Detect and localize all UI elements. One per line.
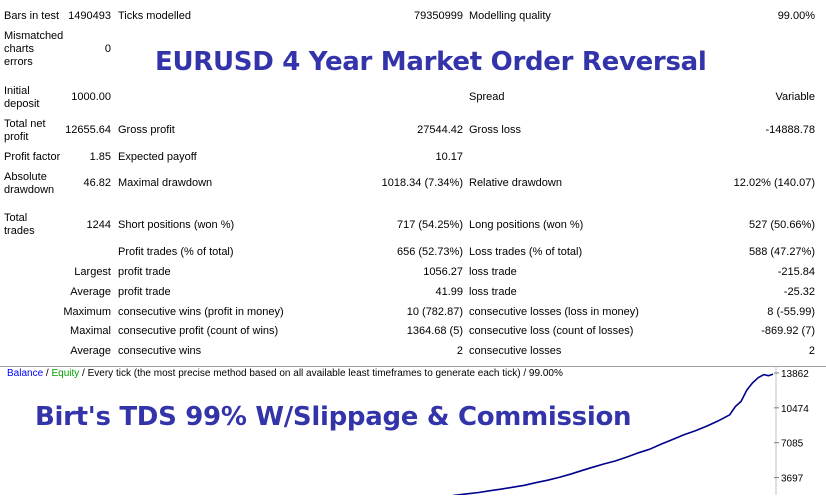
- ticks-modelled-label: Ticks modelled: [118, 10, 191, 22]
- largest-loss-trade-label: loss trade: [469, 266, 517, 278]
- modelling-quality-value: 99.00%: [777, 10, 815, 22]
- mismatched-value: 0: [104, 43, 111, 55]
- relative-drawdown-value: 12.02% (140.07): [733, 177, 815, 189]
- gross-profit-value: 27544.42: [417, 124, 463, 136]
- average-loss-trade-value: -25.32: [783, 286, 815, 298]
- profit-factor-label: Profit factor: [4, 151, 61, 163]
- avg-consecutive-wins-value: 2: [456, 345, 463, 357]
- avg-consecutive-losses-label: consecutive losses: [469, 345, 562, 357]
- absolute-drawdown-label-line1: Absolute: [4, 171, 47, 183]
- avg-consecutive-wins-label: consecutive wins: [118, 345, 202, 357]
- expected-payoff-label: Expected payoff: [118, 151, 197, 163]
- absolute-drawdown-label-line2: drawdown: [4, 184, 55, 196]
- max-consecutive-losses-label: consecutive losses (loss in money): [469, 306, 639, 318]
- legend-balance: Balance: [7, 368, 44, 379]
- maximal-label: Maximal: [70, 325, 111, 337]
- max-consecutive-wins-value: 10 (782.87): [406, 306, 463, 318]
- y-tick-label: 13862: [781, 369, 809, 380]
- spread-value: Variable: [775, 91, 815, 103]
- maximal-consecutive-profit-label: consecutive profit (count of wins): [118, 325, 279, 337]
- maximal-consecutive-loss-value: -869.92 (7): [761, 325, 815, 337]
- bars-in-test-label: Bars in test: [4, 10, 60, 22]
- avg-consecutive-losses-value: 2: [808, 345, 815, 357]
- total-trades-label-line2: trades: [4, 225, 35, 237]
- legend-equity: Equity: [51, 368, 80, 379]
- loss-trades-label: Loss trades (% of total): [469, 246, 583, 258]
- modelling-quality-label: Modelling quality: [469, 10, 551, 22]
- loss-trades-value: 588 (47.27%): [748, 246, 815, 258]
- average-profit-trade-label: profit trade: [118, 286, 171, 298]
- long-positions-label: Long positions (won %): [469, 219, 584, 231]
- maximal-consecutive-loss-label: consecutive loss (count of losses): [469, 325, 634, 337]
- gross-profit-label: Gross profit: [118, 124, 175, 136]
- y-tick-label: 7085: [781, 439, 804, 450]
- mismatched-label-line2: charts: [4, 43, 34, 55]
- balance-chart: 13862 10474 7085 3697: [451, 366, 809, 495]
- initial-deposit-label-line2: deposit: [4, 98, 40, 110]
- largest-loss-trade-value: -215.84: [777, 266, 815, 278]
- gross-loss-value: -14888.78: [765, 124, 815, 136]
- largest-profit-trade-value: 1056.27: [423, 266, 463, 278]
- legend-description: / Every tick (the most precise method ba…: [79, 368, 563, 379]
- max-consecutive-losses-value: 8 (-55.99): [767, 306, 815, 318]
- long-positions-value: 527 (50.66%): [748, 219, 815, 231]
- total-trades-label-line1: Total: [4, 212, 28, 224]
- y-tick-label: 3697: [781, 474, 804, 485]
- profit-factor-value: 1.85: [89, 151, 111, 163]
- maximal-consecutive-profit-value: 1364.68 (5): [406, 325, 463, 337]
- total-net-profit-label-line2: profit: [4, 131, 29, 143]
- maximal-drawdown-value: 1018.34 (7.34%): [381, 177, 463, 189]
- initial-deposit-value: 1000.00: [71, 91, 111, 103]
- profit-trades-value: 656 (52.73%): [396, 246, 463, 258]
- short-positions-label: Short positions (won %): [118, 219, 235, 231]
- chart-legend: Balance / Equity / Every tick (the most …: [7, 368, 563, 379]
- gross-loss-label: Gross loss: [469, 124, 521, 136]
- overlay-title: EURUSD 4 Year Market Order Reversal: [155, 47, 707, 77]
- average-label: Average: [70, 286, 111, 298]
- average-consecutive-label: Average: [70, 345, 111, 357]
- mismatched-label-line1: Mismatched: [4, 30, 64, 42]
- largest-label: Largest: [74, 266, 111, 278]
- bars-in-test-value: 1490493: [68, 10, 111, 22]
- spread-label: Spread: [469, 91, 505, 103]
- relative-drawdown-label: Relative drawdown: [469, 177, 562, 189]
- short-positions-value: 717 (54.25%): [396, 219, 463, 231]
- y-tick-label: 10474: [781, 404, 809, 415]
- total-net-profit-value: 12655.64: [65, 124, 111, 136]
- mismatched-label-line3: errors: [4, 56, 33, 68]
- balance-series-line: [451, 373, 774, 495]
- absolute-drawdown-value: 46.82: [83, 177, 111, 189]
- average-profit-trade-value: 41.99: [435, 286, 463, 298]
- total-net-profit-label-line1: Total net: [4, 118, 46, 130]
- largest-profit-trade-label: profit trade: [118, 266, 171, 278]
- legend-separator: /: [43, 368, 52, 379]
- maximum-label: Maximum: [63, 306, 111, 318]
- max-consecutive-wins-label: consecutive wins (profit in money): [118, 306, 284, 318]
- initial-deposit-label-line1: Initial: [4, 85, 30, 97]
- total-trades-value: 1244: [86, 219, 111, 231]
- average-loss-trade-label: loss trade: [469, 286, 517, 298]
- chart-overlay-caption: Birt's TDS 99% W/Slippage & Commission: [35, 402, 632, 432]
- ticks-modelled-value: 79350999: [414, 10, 463, 22]
- maximal-drawdown-label: Maximal drawdown: [118, 177, 213, 189]
- balance-chart-panel: [0, 366, 826, 496]
- expected-payoff-value: 10.17: [435, 151, 463, 163]
- profit-trades-label: Profit trades (% of total): [118, 246, 234, 258]
